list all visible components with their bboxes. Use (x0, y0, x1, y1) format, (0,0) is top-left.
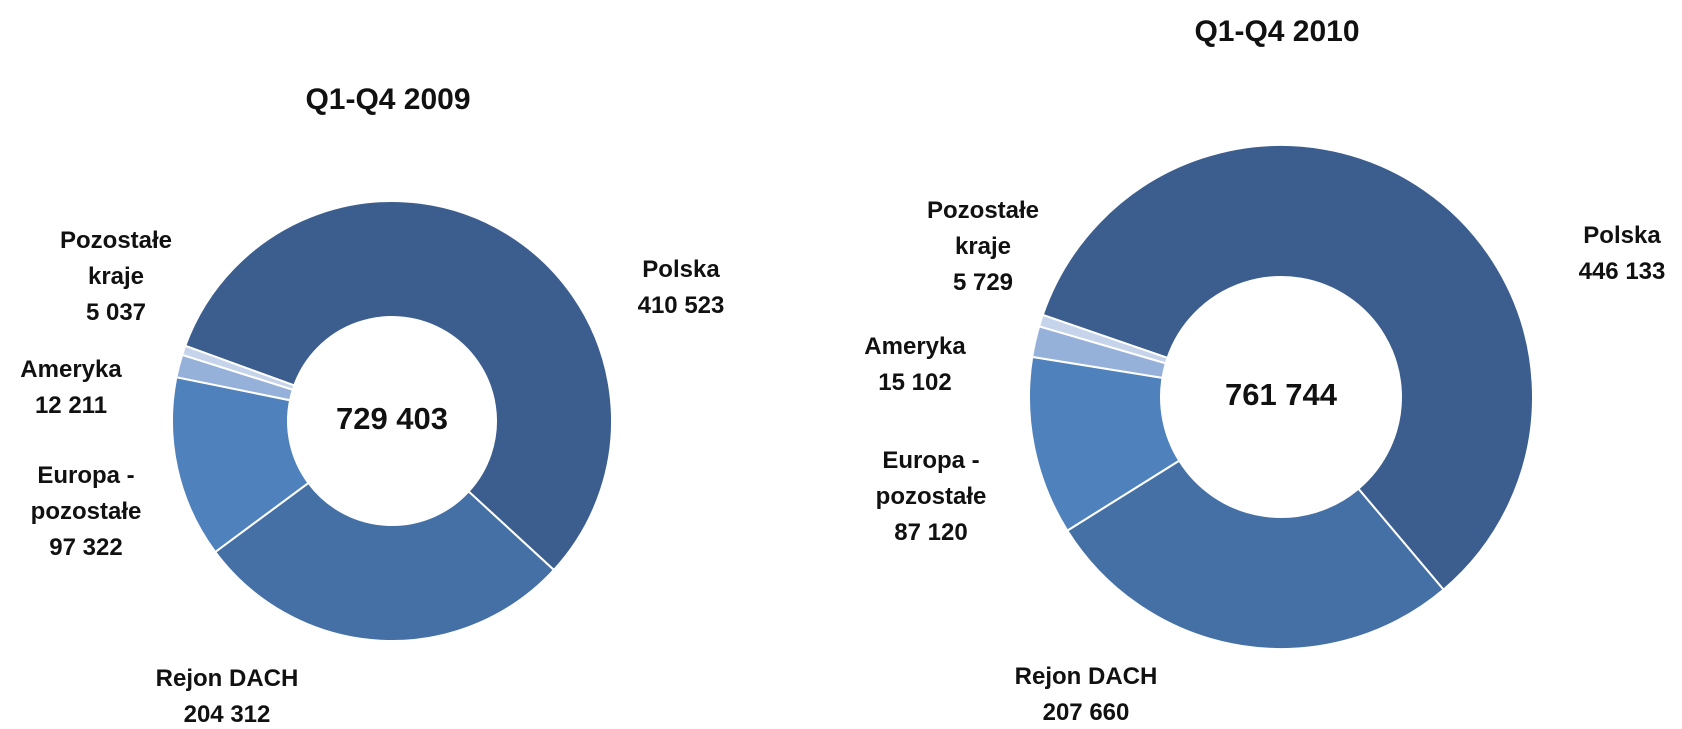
value-label: 87 120 (894, 519, 968, 546)
donut-segment (183, 200, 613, 572)
value-label: 5 729 (952, 269, 1014, 296)
category-name: Pozostałe kraje (59, 227, 173, 290)
slice-label: Europa - pozostałe 87 120 (851, 443, 1011, 551)
category-name: Ameryka (20, 356, 122, 383)
category-name: Rejon DACH (155, 665, 299, 692)
donut-segment (1041, 143, 1534, 592)
value-label: 204 312 (183, 701, 271, 728)
slice-label: Europa - pozostałe 97 322 (6, 458, 166, 566)
slice-label: Ameryka 12 211 (1, 352, 141, 424)
value-label: 5 037 (85, 299, 147, 326)
donut-segment (1037, 313, 1169, 365)
slice-label: Pozostałe kraje 5 037 (46, 223, 186, 331)
value-label: 15 102 (878, 369, 952, 396)
slice-label: Ameryka 15 102 (845, 329, 985, 401)
slice-label: Polska 446 133 (1552, 218, 1682, 290)
category-name: Polska (642, 256, 720, 283)
chart-title: Q1-Q4 2010 (1194, 15, 1360, 48)
category-name: Ameryka (864, 333, 966, 360)
category-name: Pozostałe kraje (926, 197, 1040, 260)
slice-label: Polska 410 523 (611, 252, 751, 324)
donut-segment (213, 481, 556, 642)
category-name: Rejon DACH (1014, 663, 1158, 690)
category-name: Europa - pozostałe (875, 447, 987, 510)
chart-title: Q1-Q4 2009 (305, 83, 471, 116)
value-label: 97 322 (49, 534, 123, 561)
category-name: Polska (1583, 222, 1661, 249)
slice-label: Rejon DACH 204 312 (127, 661, 327, 729)
slice-label: Rejon DACH 207 660 (986, 659, 1186, 729)
value-label: 12 211 (34, 392, 108, 419)
value-label: 410 523 (637, 292, 725, 319)
total-label: 729 403 (335, 401, 449, 436)
total-label: 761 744 (1224, 377, 1338, 412)
value-label: 446 133 (1578, 258, 1666, 285)
value-label: 207 660 (1042, 699, 1130, 726)
slice-label: Pozostałe kraje 5 729 (913, 193, 1053, 301)
category-name: Europa - pozostałe (30, 462, 142, 525)
donut-segment (180, 344, 296, 391)
donut-segment (1065, 459, 1445, 650)
